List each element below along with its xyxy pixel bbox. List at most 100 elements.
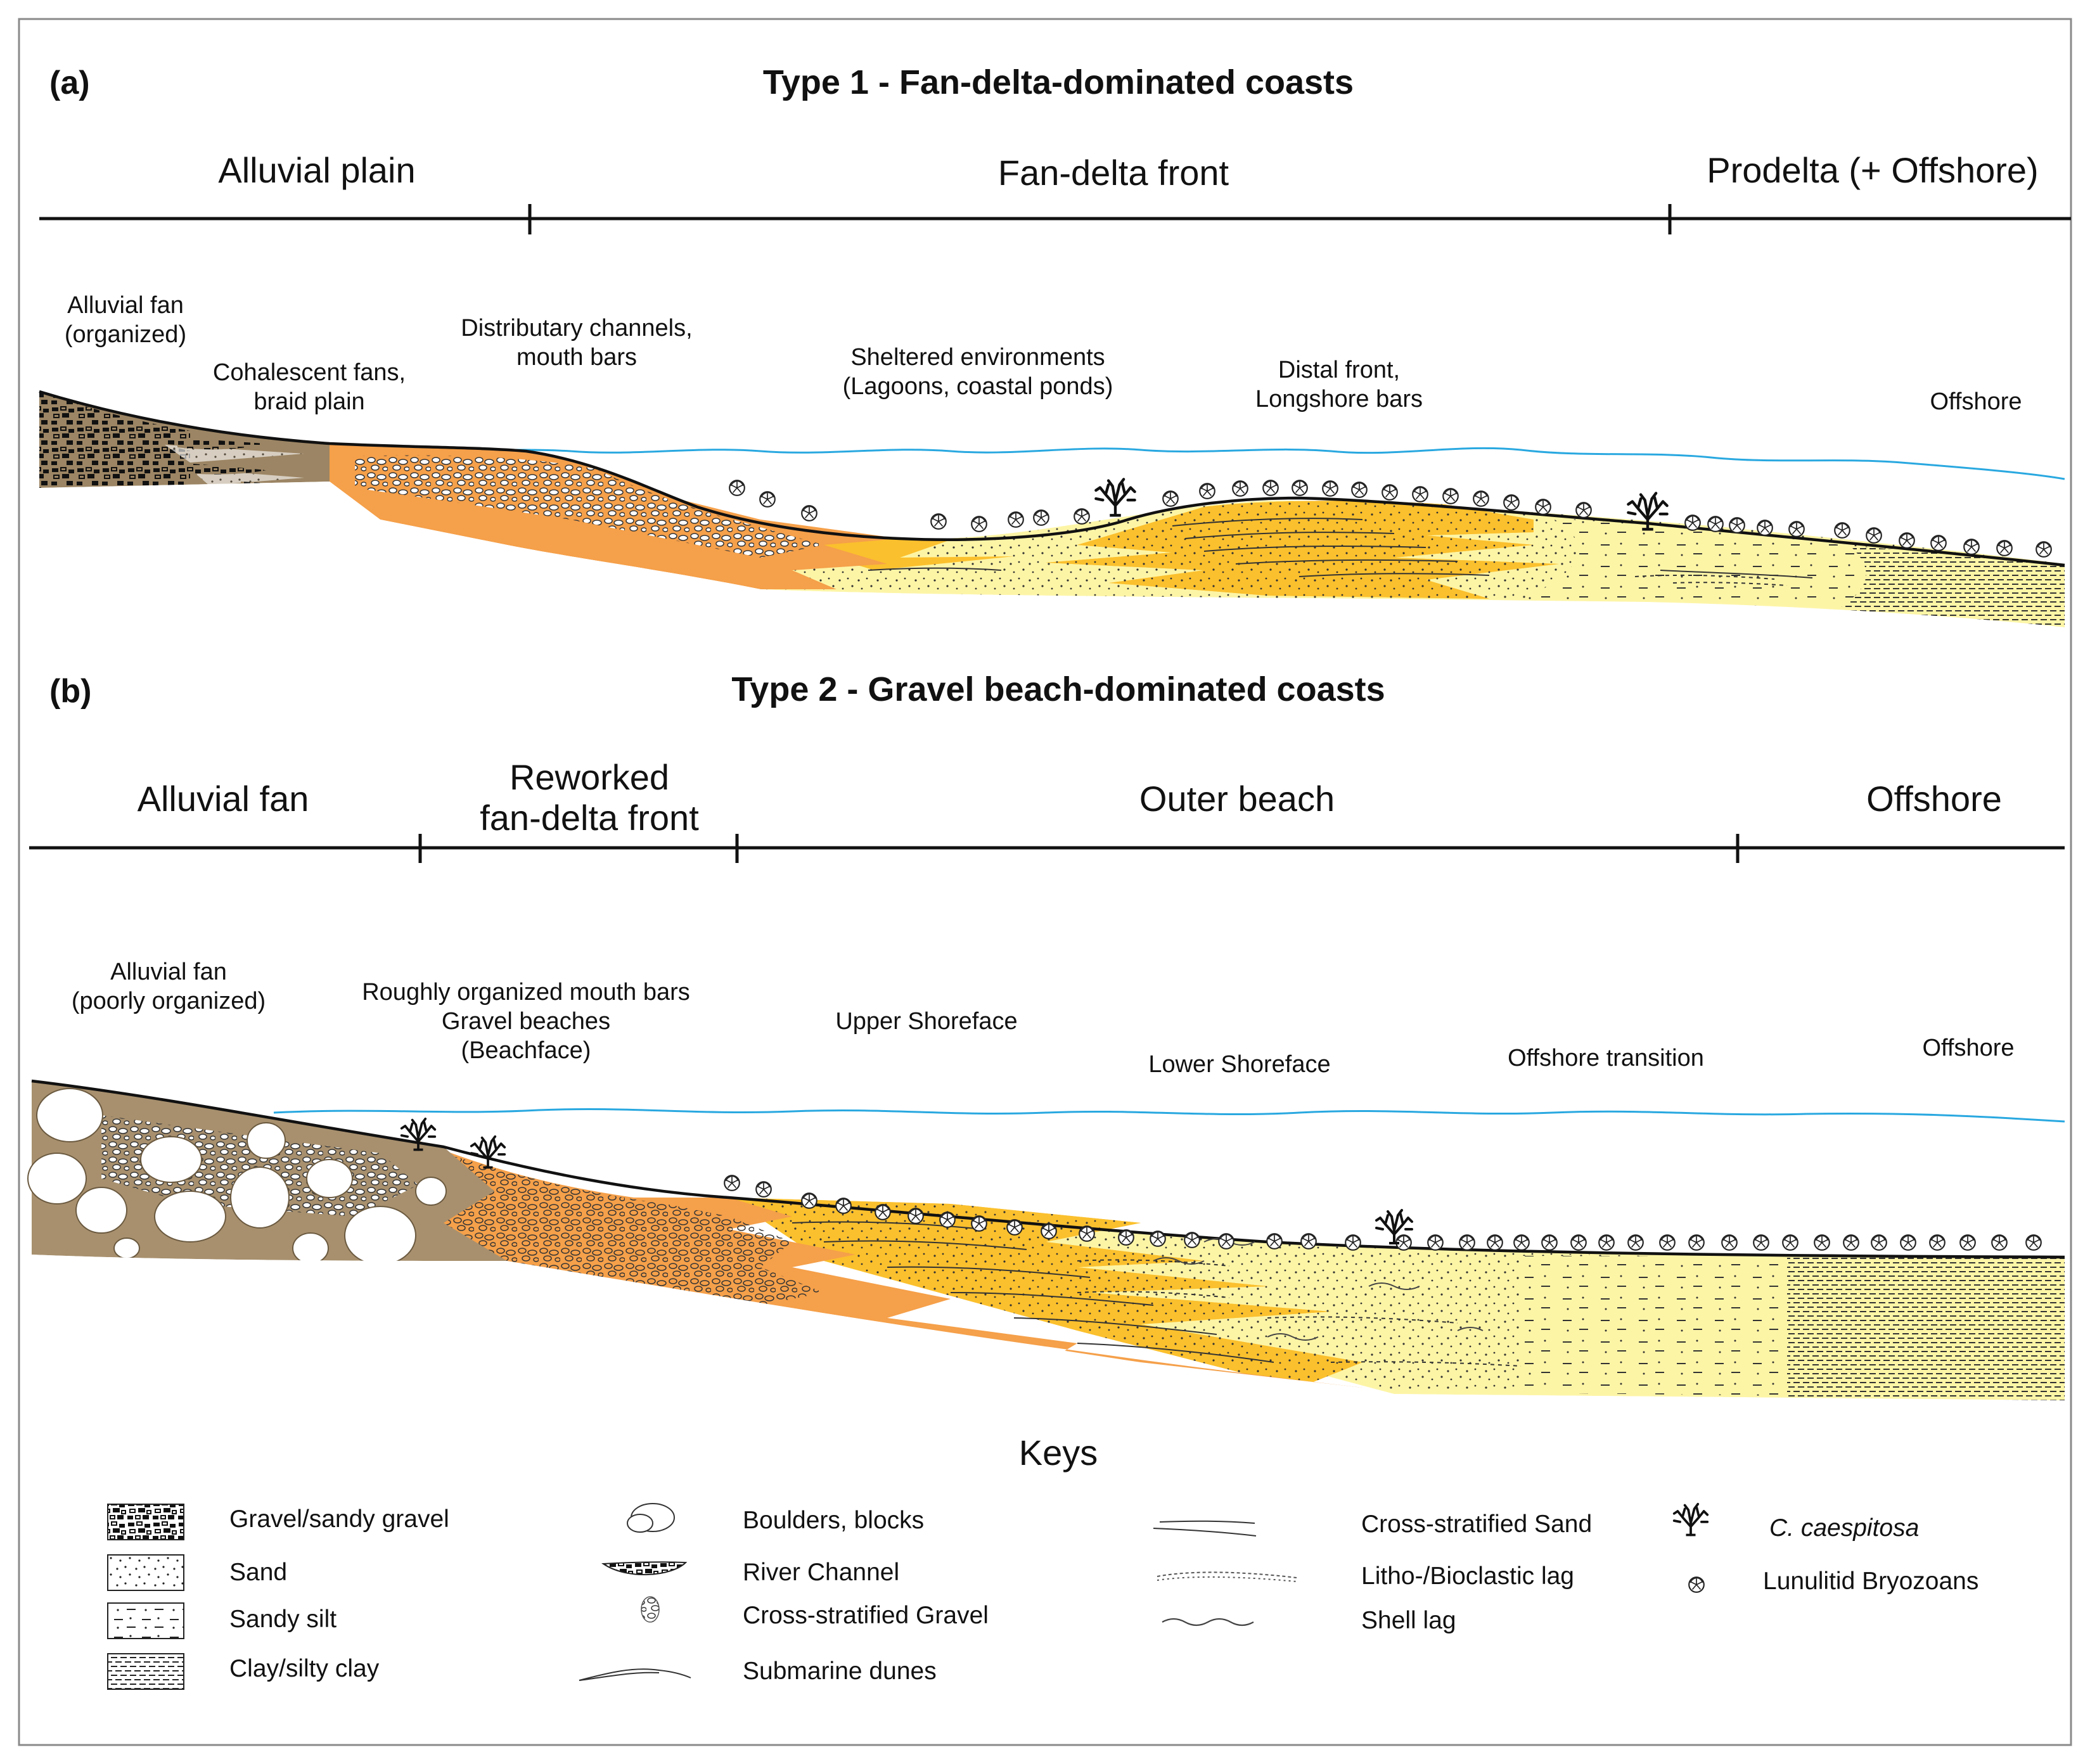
bryozoan-icon [1814, 1234, 1830, 1251]
cross-stratified-sand-icon [1153, 1520, 1257, 1537]
panel-a-letter: (a) [49, 65, 90, 101]
bryozoan-icon [2025, 1234, 2042, 1251]
bryozoan-icon [1963, 539, 1980, 555]
bryozoan-icon [1266, 1233, 1283, 1250]
bryozoan-icon [759, 491, 776, 508]
bryozoan-icon [1487, 1234, 1503, 1251]
bryozoan-icon [1218, 1233, 1234, 1250]
panel-a: (a) Type 1 - Fan-delta-dominated coasts … [39, 63, 2071, 634]
bryozoan-icon [1033, 509, 1049, 526]
bryozoan-icon [1659, 1234, 1676, 1251]
key-gravel-swatch [107, 1504, 184, 1540]
key-river-channel-label: River Channel [743, 1559, 899, 1586]
bryozoan-icon [1118, 1229, 1134, 1246]
bryozoan-icon [1292, 480, 1308, 496]
bryozoan-icon [1535, 499, 1551, 515]
keys-title: Keys [1019, 1433, 1098, 1473]
bryozoan-icon [1074, 508, 1090, 525]
boulder-icon [627, 1503, 675, 1533]
river-channel-icon [601, 1561, 688, 1576]
zone-reworked-2: fan-delta front [480, 798, 699, 838]
bryozoan-icon [1473, 490, 1489, 507]
shell-lag-icon [1162, 1618, 1254, 1627]
bryozoan-icon [971, 516, 987, 532]
bryozoan-icon [1959, 1234, 1976, 1251]
key-gravel-label: Gravel/sandy gravel [229, 1505, 449, 1533]
env-upper-shoreface: Upper Shoreface [835, 1008, 1017, 1035]
key-shell-lag-label: Shell lag [1361, 1607, 1456, 1634]
bryozoan-icon [2036, 541, 2052, 558]
bryozoan-icon [1008, 511, 1024, 528]
sea-level-b [273, 1108, 2065, 1123]
key-submarine-dunes-label: Submarine dunes [743, 1658, 937, 1685]
env-distal-1: Distal front, [1278, 357, 1400, 383]
bryozoan-icon [1541, 1234, 1558, 1251]
panel-b: (b) Type 2 - Gravel beach-dominated coas… [27, 670, 2065, 1413]
legend: Keys Gravel/sandy gravel Sand Sandy silt… [107, 1433, 1978, 1690]
env-mouth-bars-3: (Beachface) [461, 1037, 591, 1064]
bryozoan-icon [1782, 1234, 1798, 1251]
bryozoan-icon [1688, 1576, 1705, 1593]
bryozoan-icon [875, 1204, 891, 1220]
env-lower-shoreface: Lower Shoreface [1148, 1051, 1330, 1078]
zone-axis-b [29, 834, 2065, 863]
bryozoan-icon [1382, 484, 1398, 501]
env-offshore-b: Offshore [1922, 1035, 2014, 1061]
env-mouth-bars-1: Roughly organized mouth bars [362, 979, 690, 1006]
zone-fan-delta-front: Fan-delta front [998, 153, 1229, 193]
env-cohalescent-1: Cohalescent fans, [213, 359, 406, 386]
bryozoan-icon [1442, 488, 1459, 504]
bryozoan-icon [1929, 1234, 1946, 1251]
bryozoan-icon [801, 505, 817, 521]
bryozoan-icon [1232, 480, 1248, 497]
env-sheltered-2: (Lagoons, coastal ponds) [843, 373, 1113, 400]
bryozoan-icon [939, 1211, 956, 1228]
bryozoan-icon [1199, 483, 1215, 499]
bryozoan-icon [1688, 1234, 1705, 1251]
env-distributary-2: mouth bars [516, 344, 637, 371]
env-offshore-a: Offshore [1930, 388, 2022, 415]
panel-b-title: Type 2 - Gravel beach-dominated coasts [731, 670, 1385, 708]
key-lag-label: Litho-/Bioclastic lag [1361, 1563, 1574, 1590]
env-cohalescent-2: braid plain [253, 388, 364, 415]
bryozoan-icon [1150, 1230, 1166, 1247]
bryozoan-icon [1900, 1234, 1916, 1251]
env-mouth-bars-2: Gravel beaches [442, 1008, 610, 1035]
zone-reworked-1: Reworked [510, 757, 669, 797]
env-sheltered-1: Sheltered environments [850, 344, 1105, 371]
key-cross-gravel-label: Cross-stratified Gravel [743, 1602, 989, 1629]
key-sand-label: Sand [229, 1559, 287, 1586]
cross-section-b [27, 1079, 2065, 1413]
bryozoan-icon [1513, 1234, 1530, 1251]
bryozoan-icon [1757, 520, 1773, 536]
key-clay-swatch [107, 1653, 184, 1690]
key-caespitosa-label: C. caespitosa [1769, 1514, 1919, 1542]
bryozoan-icon [1006, 1219, 1023, 1236]
bryozoan-icon [1162, 490, 1179, 507]
bryozoan-icon [1834, 522, 1850, 539]
env-distal-2: Longshore bars [1255, 386, 1423, 412]
bryozoan-icon [1843, 1234, 1859, 1251]
bryozoan-icon [971, 1215, 987, 1232]
bryozoan-icon [835, 1198, 852, 1214]
key-silt-label: Sandy silt [229, 1606, 337, 1633]
bryozoan-icon [1721, 1234, 1738, 1251]
key-boulders-label: Boulders, blocks [743, 1507, 924, 1534]
bryozoan-icon [1598, 1234, 1615, 1251]
bryozoan-icon [1753, 1234, 1769, 1251]
env-offshore-transition: Offshore transition [1508, 1045, 1704, 1071]
env-alluvial-fan-poor-1: Alluvial fan [110, 959, 227, 985]
bryozoan-icon [1300, 1233, 1317, 1250]
env-alluvial-fan-poor-2: (poorly organized) [72, 988, 266, 1014]
bryozoan-icon [1627, 1234, 1644, 1251]
caespitosa-icon [1096, 479, 1134, 515]
bryozoan-icon [907, 1208, 924, 1224]
zone-alluvial-fan: Alluvial fan [138, 779, 309, 819]
bryozoan-icon [1575, 502, 1592, 518]
bryozoan-icon [1996, 540, 2013, 556]
bryozoan-icon [801, 1192, 817, 1209]
bryozoan-icon [1262, 480, 1279, 496]
env-distributary-1: Distributary channels, [461, 315, 692, 342]
cross-section-a [39, 390, 2065, 634]
bryozoan-icon [1684, 514, 1701, 531]
